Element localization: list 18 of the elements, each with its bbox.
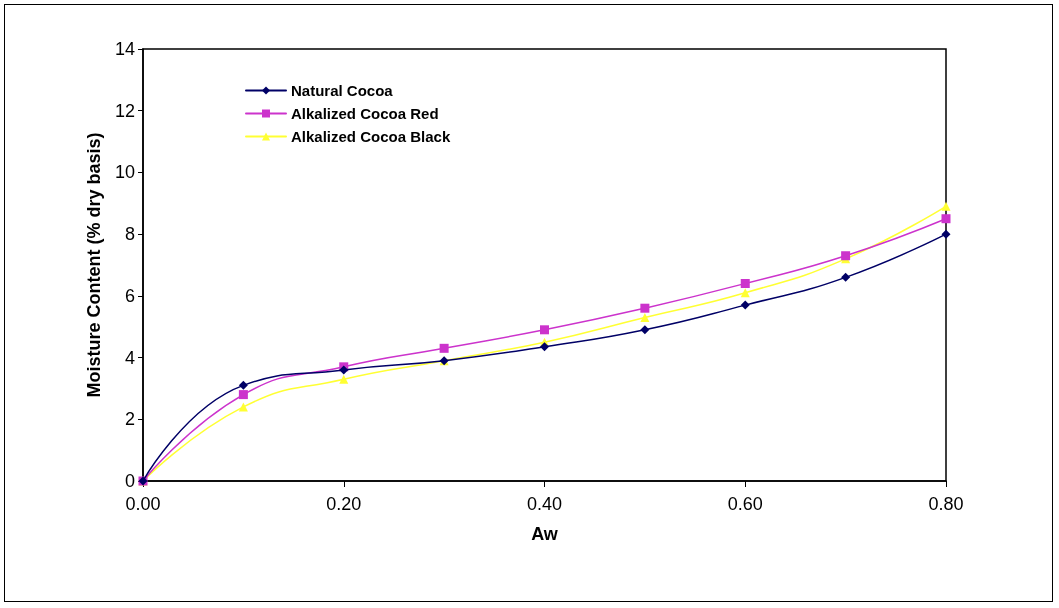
y-tick-label: 12 xyxy=(114,100,135,121)
legend-label: Natural Cocoa xyxy=(291,82,394,99)
y-tick-label: 2 xyxy=(124,409,135,430)
x-tick-label: 0.20 xyxy=(326,494,362,514)
x-tick-label: 0.80 xyxy=(928,494,964,514)
y-tick-label: 6 xyxy=(124,285,135,306)
y-tick-label: 10 xyxy=(114,162,135,183)
x-tick-label: 0.60 xyxy=(727,494,763,514)
y-tick-label: 4 xyxy=(124,347,135,368)
x-axis-title: Aw xyxy=(531,524,559,544)
y-tick-label: 0 xyxy=(124,471,135,491)
y-axis-title: Moisture Content (% dry basis) xyxy=(84,132,104,398)
y-tick-label: 14 xyxy=(114,39,135,59)
legend-label: Alkalized Cocoa Red xyxy=(291,105,439,122)
legend-label: Alkalized Cocoa Black xyxy=(291,128,451,145)
x-tick-label: 0.40 xyxy=(526,494,563,514)
x-tick-label: 0.00 xyxy=(125,494,161,514)
y-tick-label: 8 xyxy=(124,224,135,245)
